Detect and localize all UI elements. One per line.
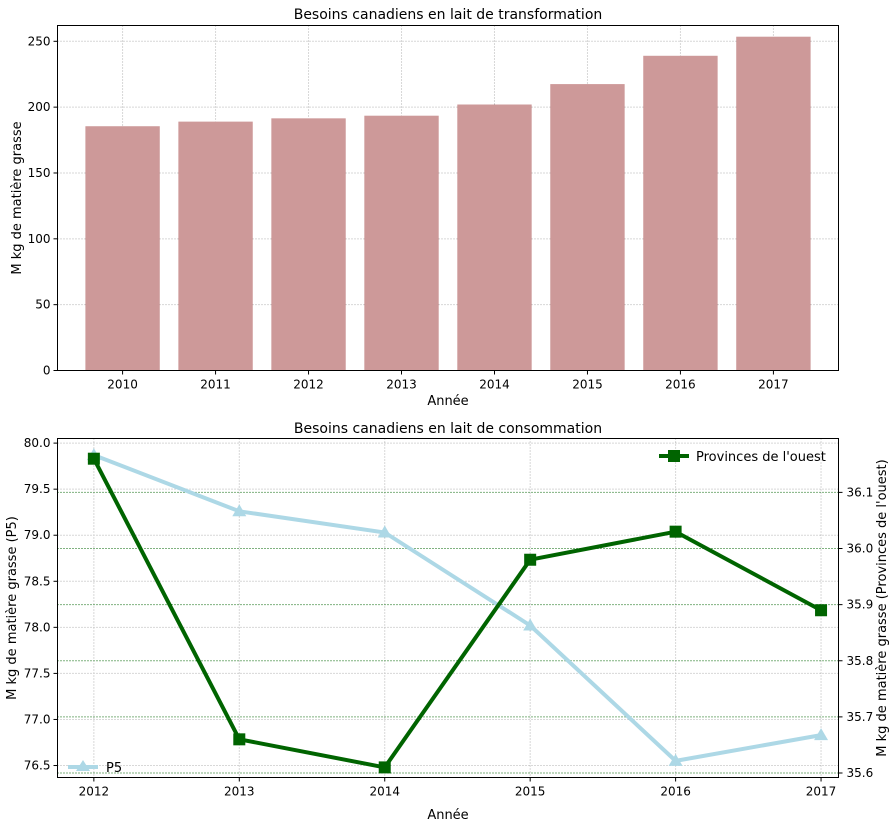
- point-p5-2017: [814, 728, 829, 741]
- bar-2014: [457, 104, 532, 371]
- bar-xtick-label: 2014: [479, 378, 510, 392]
- bar-2017: [736, 36, 811, 371]
- bar-2012: [271, 118, 346, 371]
- point-provinces-2016: [669, 525, 682, 538]
- line-xtick-label: 2012: [79, 785, 110, 799]
- point-p5-2016: [668, 753, 683, 766]
- legend-p5: P5: [68, 760, 122, 776]
- bar-ytick-label: 100: [28, 232, 51, 246]
- point-provinces-2014: [378, 761, 391, 774]
- square-marker-icon: [668, 450, 680, 462]
- left-ytick-label: 80.0: [24, 436, 51, 450]
- right-ytick-label: 35.6: [847, 766, 874, 780]
- line-chart-title: Besoins canadiens en lait de consommatio…: [294, 421, 602, 437]
- bar-chart-frame: [57, 25, 839, 371]
- bar-ytick-label: 200: [28, 100, 51, 114]
- series-line-provinces: [92, 457, 822, 770]
- point-p5-2015: [523, 618, 538, 631]
- right-ytick-label: 36.1: [847, 485, 874, 499]
- point-provinces-2017: [815, 604, 828, 617]
- bar-2015: [550, 84, 625, 371]
- bar-chart-title: Besoins canadiens en lait de transformat…: [294, 7, 603, 23]
- line-xtick-label: 2017: [806, 785, 837, 799]
- right-ytick-label: 35.9: [847, 598, 874, 612]
- line-xtick-label: 2015: [515, 785, 546, 799]
- right-ytick-label: 36.0: [847, 542, 874, 556]
- bar-xtick-label: 2012: [293, 378, 324, 392]
- line-xtick-label: 2013: [224, 785, 255, 799]
- legend-provinces: Provinces de l'ouest: [659, 450, 826, 465]
- bar-2016: [643, 55, 718, 371]
- series-line-p5: [93, 453, 822, 763]
- line-xtick-label: 2014: [369, 785, 400, 799]
- bar-xtick-label: 2010: [107, 378, 138, 392]
- bar-ytick-label: 250: [28, 34, 51, 48]
- right-ytick-label: 35.7: [847, 710, 874, 724]
- bar-xtick-label: 2016: [665, 378, 696, 392]
- line-chart-xlabel: Année: [427, 808, 468, 823]
- left-ytick-label: 79.0: [24, 528, 51, 542]
- line-chart-right-ylabel: M kg de matière grasse (Provinces de l'o…: [875, 459, 890, 756]
- right-ytick-label: 35.8: [847, 654, 874, 668]
- point-p5-2014: [377, 525, 392, 538]
- bar-ytick-label: 0: [43, 364, 51, 378]
- line-chart-left-ylabel: M kg de matière grasse (P5): [5, 516, 20, 700]
- bar-chart-xlabel: Année: [427, 394, 468, 409]
- left-ytick-label: 76.5: [24, 759, 51, 773]
- bar-xtick-label: 2011: [200, 378, 231, 392]
- bar-2011: [178, 121, 253, 371]
- left-ytick-label: 78.0: [24, 620, 51, 634]
- bar-ytick-label: 50: [35, 298, 50, 312]
- point-provinces-2013: [233, 733, 246, 746]
- bar-ytick-label: 150: [28, 166, 51, 180]
- bar-xtick-label: 2015: [572, 378, 603, 392]
- bar-chart: Besoins canadiens en lait de transformat…: [10, 7, 839, 409]
- left-ytick-label: 77.5: [24, 666, 51, 680]
- bar-xtick-label: 2017: [758, 378, 789, 392]
- bar-xtick-label: 2013: [386, 378, 417, 392]
- point-provinces-2012: [87, 452, 100, 465]
- line-xtick-label: 2016: [660, 785, 691, 799]
- bar-2013: [364, 115, 439, 371]
- left-ytick-label: 78.5: [24, 574, 51, 588]
- bar-2010: [85, 126, 160, 371]
- point-provinces-2015: [524, 553, 537, 566]
- bar-chart-ylabel: M kg de matière grasse: [10, 121, 25, 274]
- point-p5-2013: [232, 504, 247, 517]
- triangle-marker-icon: [76, 760, 90, 771]
- legend-p5-label: P5: [106, 761, 122, 776]
- legend-provinces-label: Provinces de l'ouest: [696, 450, 826, 465]
- left-ytick-label: 79.5: [24, 482, 51, 496]
- left-ytick-label: 77.0: [24, 712, 51, 726]
- line-chart: Besoins canadiens en lait de consommatio…: [5, 421, 890, 823]
- line-chart-frame: [57, 438, 839, 778]
